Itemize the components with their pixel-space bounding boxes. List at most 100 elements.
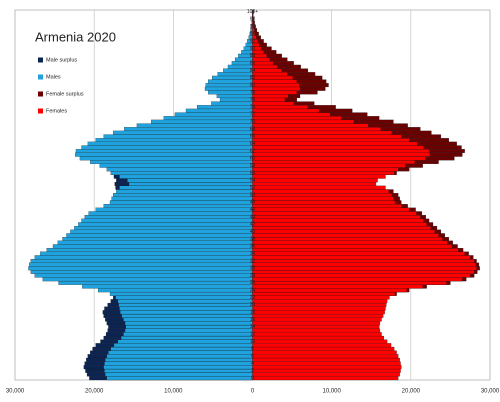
female-bar xyxy=(252,127,381,132)
male-bar xyxy=(118,302,253,307)
male-bar xyxy=(212,75,253,80)
male-bar xyxy=(103,204,253,208)
age-label: 20 xyxy=(250,302,256,308)
female-bar xyxy=(252,255,471,260)
male-bar xyxy=(30,258,253,263)
female-bar xyxy=(252,68,282,73)
age-label: 66 xyxy=(250,134,256,140)
age-label: 42 xyxy=(250,222,256,228)
male-bar xyxy=(103,134,253,139)
female-bar xyxy=(252,306,386,311)
female-bar xyxy=(252,207,410,212)
male-bar xyxy=(110,171,253,175)
female-bar xyxy=(252,350,397,355)
age-label: 6 xyxy=(251,354,254,360)
male-bar xyxy=(75,152,253,157)
female-bar xyxy=(252,61,274,66)
male-bar xyxy=(113,343,253,348)
male-bar xyxy=(70,229,253,234)
female-bar xyxy=(252,149,430,153)
male-bar xyxy=(106,167,253,172)
male-bar xyxy=(208,90,253,95)
female-bar xyxy=(252,229,435,234)
female-bar xyxy=(252,185,386,190)
age-label: 40 xyxy=(250,229,256,235)
age-label: 70 xyxy=(250,119,256,125)
male-bar xyxy=(106,376,253,381)
male-bar xyxy=(103,365,253,370)
age-label: 78 xyxy=(250,90,256,96)
x-tick-label: 10,000 xyxy=(322,389,341,395)
male-bar xyxy=(109,291,253,296)
legend-swatch xyxy=(38,57,43,63)
male-bar xyxy=(116,189,253,194)
female-bar xyxy=(252,86,301,91)
age-label: 74 xyxy=(250,104,256,110)
age-label: 46 xyxy=(250,207,256,213)
female-bar xyxy=(252,222,427,227)
male-bar xyxy=(105,372,253,377)
female-bar xyxy=(252,189,389,194)
age-label: 100+ xyxy=(247,9,258,15)
legend-swatch xyxy=(38,108,43,114)
age-label: 8 xyxy=(251,346,254,352)
age-label: 36 xyxy=(250,244,256,250)
male-bar xyxy=(128,182,253,186)
legend-swatch xyxy=(38,91,43,97)
male-bar xyxy=(46,247,253,252)
male-bar xyxy=(120,310,253,315)
male-bar xyxy=(104,361,253,366)
female-bar xyxy=(252,108,320,113)
female-bar xyxy=(252,313,384,318)
age-label: 98 xyxy=(250,16,256,22)
female-bar xyxy=(252,211,417,216)
male-bar xyxy=(121,313,253,318)
female-bar xyxy=(252,240,448,245)
male-bar xyxy=(117,339,253,344)
female-bar xyxy=(252,160,415,164)
male-bar xyxy=(28,266,253,271)
male-bar xyxy=(74,226,253,230)
female-bar xyxy=(252,361,401,366)
age-label: 32 xyxy=(250,258,256,264)
age-label: 12 xyxy=(250,332,256,338)
female-bar xyxy=(252,288,407,293)
male-bar xyxy=(211,101,253,106)
legend-label: Female surplus xyxy=(46,91,84,97)
age-label: 72 xyxy=(250,112,256,118)
female-bar xyxy=(252,277,463,282)
male-bar xyxy=(223,68,253,73)
male-bar xyxy=(219,97,253,102)
female-bar xyxy=(252,321,381,326)
age-label: 48 xyxy=(250,200,256,206)
age-label: 82 xyxy=(250,75,256,81)
female-bar xyxy=(252,328,381,333)
female-bar xyxy=(252,64,278,69)
female-bar xyxy=(252,112,331,117)
legend-swatch xyxy=(38,74,43,80)
female-bar xyxy=(252,299,388,304)
female-bar xyxy=(252,123,369,128)
female-bar xyxy=(252,196,394,201)
male-bar xyxy=(81,218,253,223)
male-bar xyxy=(120,335,253,340)
male-bar xyxy=(117,299,253,304)
male-bar xyxy=(105,357,253,362)
male-bar xyxy=(136,123,253,128)
male-bar xyxy=(29,262,253,267)
age-label: 94 xyxy=(250,31,256,37)
chart-title: Armenia 2020 xyxy=(35,29,116,44)
male-bar xyxy=(75,149,253,153)
male-bar xyxy=(125,324,253,329)
age-label: 76 xyxy=(250,97,256,103)
age-label: 64 xyxy=(250,141,256,147)
male-bar xyxy=(98,288,253,293)
female-bar xyxy=(252,145,424,150)
female-bar xyxy=(252,251,465,256)
male-bar xyxy=(40,251,253,256)
age-label: 62 xyxy=(250,148,256,154)
male-bar xyxy=(42,277,253,282)
male-bar xyxy=(34,273,253,278)
age-label: 68 xyxy=(250,126,256,132)
